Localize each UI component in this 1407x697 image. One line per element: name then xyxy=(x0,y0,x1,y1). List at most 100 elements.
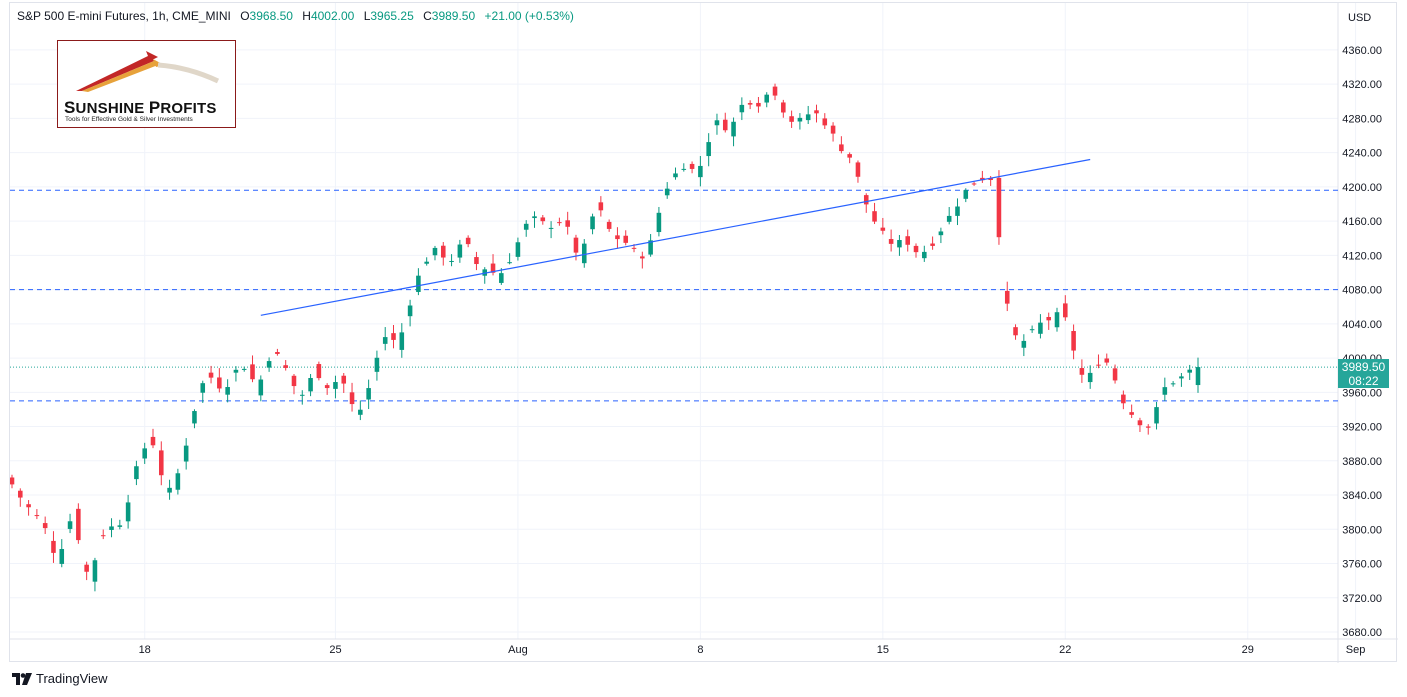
logo-tagline: Tools for Effective Gold & Silver Invest… xyxy=(65,116,193,123)
candle-body xyxy=(175,473,181,490)
x-tick-label: 8 xyxy=(697,644,703,656)
candle-body xyxy=(764,94,770,103)
candle-body xyxy=(233,369,239,373)
candle-body xyxy=(324,385,330,389)
y-tick-label: 3800.00 xyxy=(1342,524,1382,536)
candle-body xyxy=(863,195,869,205)
candle-body xyxy=(540,217,546,222)
candle-body xyxy=(565,220,570,227)
x-tick-label: 25 xyxy=(329,644,341,656)
candle-body xyxy=(664,188,670,196)
candle-body xyxy=(374,357,380,372)
candle-body xyxy=(747,103,753,105)
candle-body xyxy=(449,260,454,262)
logo-brand: SUNSHINE PROFITS xyxy=(64,98,217,117)
candle-body xyxy=(457,244,463,258)
candle-body xyxy=(946,215,952,222)
candle-body xyxy=(34,515,40,517)
symbol-header: S&P 500 E-mini Futures, 1h, CME_MINI O39… xyxy=(17,9,574,23)
candle-body xyxy=(482,269,488,276)
x-tick-label: 29 xyxy=(1242,644,1254,656)
last-price-badge: 3989.50 08:22 xyxy=(1338,359,1389,388)
candle-body xyxy=(217,377,222,389)
candle-body xyxy=(125,502,131,522)
candle-body xyxy=(897,240,902,248)
tradingview-label: TradingView xyxy=(36,671,108,686)
candle-body xyxy=(1029,329,1035,331)
candle-body xyxy=(681,168,687,170)
candle-body xyxy=(225,387,230,395)
candle-body xyxy=(938,231,944,236)
candle-body xyxy=(631,247,637,249)
x-tick-label: Aug xyxy=(508,644,528,656)
y-tick-label: 3880.00 xyxy=(1342,456,1382,468)
candle-body xyxy=(1004,290,1010,304)
candle-body xyxy=(67,521,73,529)
candle-body xyxy=(490,263,496,273)
tradingview-logo-icon xyxy=(12,672,32,685)
candle-body xyxy=(349,392,355,405)
candle-body xyxy=(888,239,894,244)
candle-body xyxy=(474,257,479,265)
candle-body xyxy=(382,337,388,344)
close-value: 3989.50 xyxy=(431,9,476,23)
price-chart[interactable]: 4360.00 4320.00 4280.00 4240.00 4200.00 4160.… xyxy=(10,3,1398,663)
candle-body xyxy=(698,165,703,178)
candle-body xyxy=(523,223,529,230)
high-value: 4002.00 xyxy=(310,9,355,23)
candle-body xyxy=(855,162,861,177)
candle-body xyxy=(805,114,811,121)
candle-body xyxy=(499,273,504,283)
chart-frame: 4360.00 4320.00 4280.00 4240.00 4200.00 4160.… xyxy=(9,2,1398,663)
candle-body xyxy=(548,227,554,229)
candle-body xyxy=(283,365,288,368)
candle-body xyxy=(250,364,255,380)
candle-body xyxy=(1046,316,1051,321)
candle-body xyxy=(1038,322,1043,334)
low-label: L xyxy=(363,9,371,23)
candle-body xyxy=(341,375,347,384)
candle-body xyxy=(1087,372,1093,383)
sunshine-profits-logo: SUNSHINE PROFITS Tools for Effective Gol… xyxy=(57,40,236,128)
candle-body xyxy=(1162,387,1168,395)
y-tick-label: 4160.00 xyxy=(1342,216,1382,228)
low-value: 3965.25 xyxy=(370,9,414,23)
candle-body xyxy=(532,216,537,219)
y-tick-label: 4240.00 xyxy=(1342,148,1382,160)
candle-body xyxy=(432,247,438,256)
candle-body xyxy=(905,236,911,245)
candle-body xyxy=(18,490,23,498)
candle-body xyxy=(316,364,322,379)
x-tick-label: 15 xyxy=(877,644,889,656)
candle-body xyxy=(1121,394,1126,404)
candle-body xyxy=(689,163,695,169)
candle-body xyxy=(789,116,794,122)
candle-body xyxy=(1137,420,1143,426)
candle-body xyxy=(656,212,662,233)
y-tick-label: 4040.00 xyxy=(1342,319,1382,331)
candle-body xyxy=(1187,369,1192,373)
candle-body xyxy=(507,262,512,264)
tradingview-footer[interactable]: TradingView xyxy=(12,671,108,686)
candle-body xyxy=(615,235,620,240)
candle-body xyxy=(109,526,114,530)
candle-body xyxy=(839,144,844,152)
candle-body xyxy=(391,333,396,340)
candle-body xyxy=(930,243,935,246)
candle-body xyxy=(150,436,156,446)
logo-arrow-icon xyxy=(76,51,220,92)
x-tick-label: 18 xyxy=(139,644,151,656)
trendline xyxy=(260,158,1091,316)
candle-body xyxy=(1063,303,1068,318)
candle-body xyxy=(598,202,604,211)
candle-body xyxy=(623,235,629,243)
candle-body xyxy=(581,243,587,264)
candle-body xyxy=(590,216,595,230)
x-tick-label: Sep xyxy=(1346,644,1366,656)
candle-body xyxy=(100,535,106,537)
candle-body xyxy=(772,86,778,96)
candle-body xyxy=(980,177,985,181)
y-tick-label: 4080.00 xyxy=(1342,285,1382,297)
candle-body xyxy=(739,104,745,113)
y-tick-label: 3920.00 xyxy=(1342,422,1382,434)
